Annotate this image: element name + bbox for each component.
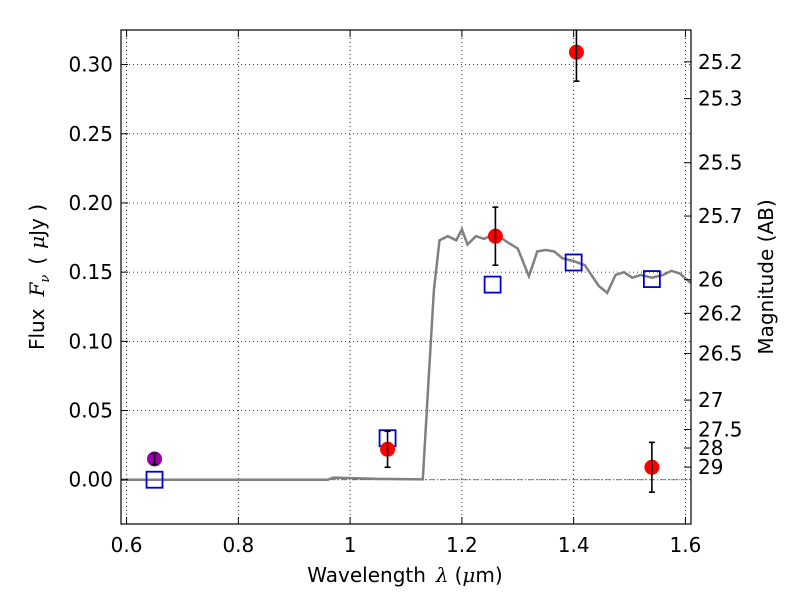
y-tick-label: 0.20: [68, 191, 113, 215]
model-band-square: [564, 253, 583, 272]
model-band-square: [642, 270, 661, 288]
y2-tick-label: 27.5: [698, 417, 743, 441]
gridlines: [121, 30, 691, 524]
x-tick-label: 0.6: [111, 533, 143, 557]
y2-tick-label: 25.5: [698, 151, 743, 175]
y-tick-label: 0.00: [68, 468, 113, 492]
x-tick-label: 1: [344, 533, 357, 557]
y2-tick-label: 25.7: [698, 204, 743, 228]
y-tick-label: 0.15: [68, 260, 113, 284]
x-tick-label: 1.4: [558, 533, 590, 557]
y-tick-label: 0.30: [68, 53, 113, 77]
y-axis-ticks: 0.00 0.05 0.10 0.15 0.20 0.25 0.30: [68, 53, 128, 492]
y2-tick-label: 25.3: [698, 87, 743, 111]
y2-tick-label: 26: [698, 268, 723, 292]
observed-points: [147, 30, 660, 493]
x-axis-label: Wavelength λ (μm): [307, 563, 502, 587]
y2-tick-label: 28: [698, 436, 723, 460]
y-tick-label: 0.05: [68, 399, 113, 423]
y-axis-label: FluxFν(μJy ): [25, 204, 53, 350]
y2-axis-label: Magnitude (AB): [754, 199, 778, 354]
model-band-markers: [145, 253, 661, 489]
x-tick-label: 1.2: [446, 533, 478, 557]
plot-frame: [120, 29, 692, 525]
y-tick-label: 0.10: [68, 329, 113, 353]
x-axis-ticks: 0.6 0.8 1 1.2 1.4 1.6: [111, 30, 702, 557]
y2-tick-label: 29: [698, 455, 723, 479]
y2-tick-label: 27: [698, 388, 723, 412]
y-tick-label: 0.25: [68, 122, 113, 146]
y2-tick-label: 26.2: [698, 301, 743, 325]
model-spectrum-line: [121, 226, 691, 481]
x-tick-label: 1.6: [670, 533, 702, 557]
x-tick-label: 0.8: [222, 533, 254, 557]
model-band-square: [483, 275, 502, 294]
y2-tick-label: 25.2: [698, 50, 743, 74]
y2-tick-label: 26.5: [698, 342, 743, 366]
model-band-square: [145, 470, 164, 489]
